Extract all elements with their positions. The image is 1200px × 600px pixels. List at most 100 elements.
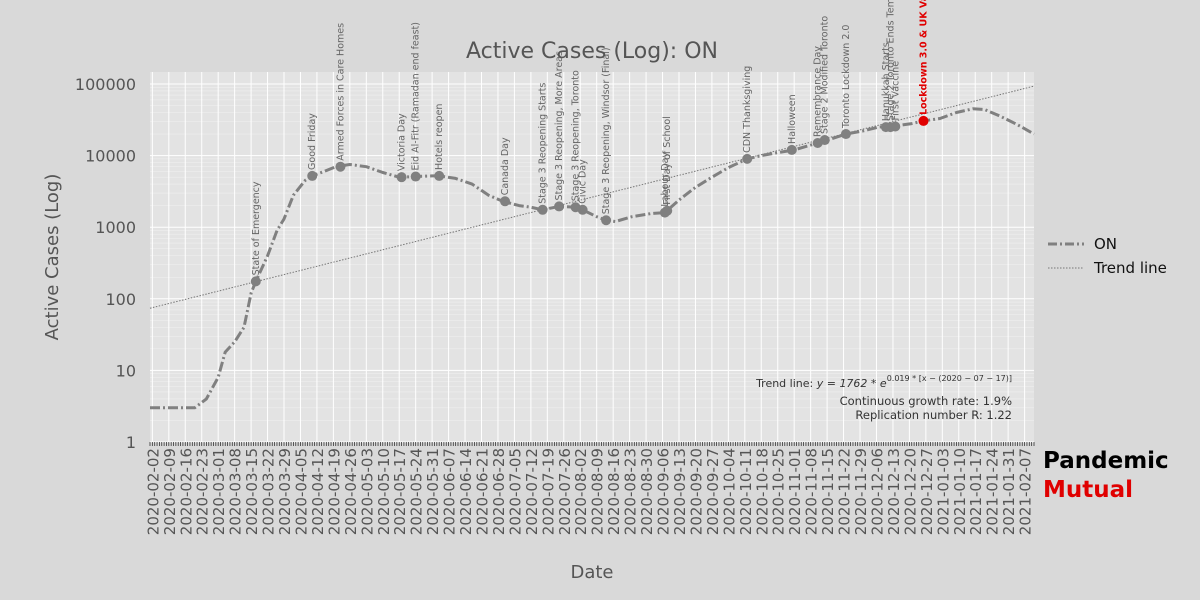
x-tick-label: 2020-09-06 <box>655 448 673 535</box>
x-tick-label: 2020-07-26 <box>556 448 574 535</box>
legend-label-on: ON <box>1094 235 1118 253</box>
x-tick-label: 2020-11-08 <box>803 448 821 535</box>
x-tick-label: 2020-02-09 <box>161 448 179 535</box>
x-tick-label: 2020-11-15 <box>819 448 837 535</box>
event-label: Labour Day <box>660 152 671 207</box>
x-tick-label: 2020-10-18 <box>753 448 771 535</box>
event-marker <box>662 205 673 216</box>
event-marker <box>410 171 421 182</box>
growth-rate: Continuous growth rate: 1.9% <box>840 394 1012 408</box>
grid <box>150 72 1034 443</box>
event-marker <box>554 201 565 212</box>
x-tick-label: 2020-06-14 <box>457 448 475 535</box>
event-label: Civic Day <box>578 159 589 204</box>
event-label: Armed Forces in Care Homes <box>335 23 346 161</box>
y-tick-label: 1 <box>126 433 136 452</box>
x-tick-label: 2020-03-22 <box>260 448 278 535</box>
x-tick-label: 2020-06-07 <box>441 448 459 535</box>
x-tick-label: 2020-05-03 <box>358 448 376 535</box>
event-label: State of Emergency <box>251 181 262 275</box>
x-tick-label: 2020-11-22 <box>836 448 854 535</box>
x-tick-label: 2021-02-07 <box>1017 448 1035 535</box>
event-marker <box>396 172 407 183</box>
x-tick-label: 2020-12-27 <box>918 448 936 535</box>
x-tick-label: 2020-03-15 <box>243 448 261 535</box>
y-tick-label: 100000 <box>75 75 136 94</box>
x-tick-label: 2020-06-28 <box>490 448 508 535</box>
event-label: Lockdown 3.0 & UK Variant <box>919 0 930 115</box>
legend: ON Trend line <box>1048 232 1167 280</box>
event-label: Stage 3 Reopening, Windsor (Final) <box>601 47 612 214</box>
x-tick-label: 2020-05-10 <box>375 448 393 535</box>
event-marker <box>885 122 896 133</box>
event-label: Hotels reopen <box>434 104 445 170</box>
x-tick-label: 2021-01-31 <box>1000 448 1018 535</box>
x-tick-label: 2020-02-02 <box>144 448 162 535</box>
event-marker <box>918 115 929 126</box>
on-series-line <box>150 107 1035 410</box>
event-label: Toronto Lockdown 2.0 <box>841 25 852 130</box>
event-label: Stage 2 Modified Toronto <box>820 16 831 134</box>
chart-title: Active Cases (Log): ON <box>466 39 718 64</box>
event-marker <box>250 276 261 287</box>
x-tick-label: 2020-09-13 <box>671 448 689 535</box>
x-tick-label: 2020-10-25 <box>770 448 788 535</box>
dotted-line-icon <box>1048 267 1084 269</box>
x-tick-label: 2020-04-12 <box>309 448 327 535</box>
x-tick-label: 2020-08-02 <box>572 448 590 535</box>
x-tick-label: 2020-05-31 <box>424 448 442 535</box>
axis-ticks: 1 10 100 1000 10000 100000 2020-02-022020-02-0… <box>75 75 1035 535</box>
event-label: First Day of School <box>662 116 673 205</box>
event-label: Stage 2 Toronto Ends Temp <box>886 0 897 121</box>
x-tick-label: 2020-04-26 <box>342 448 360 535</box>
x-tick-label: 2020-07-05 <box>506 448 524 535</box>
x-tick-label: 2021-01-17 <box>967 448 985 535</box>
x-tick-label: 2021-01-03 <box>934 448 952 535</box>
x-tick-label: 2020-10-11 <box>737 448 755 535</box>
x-tick-label: 2020-03-29 <box>276 448 294 535</box>
x-tick-label: 2020-08-30 <box>638 448 656 535</box>
event-marker <box>335 161 346 172</box>
y-tick-label: 10 <box>116 361 136 380</box>
brand-mutual: Mutual <box>1043 477 1134 503</box>
x-tick-label: 2020-12-06 <box>868 448 886 535</box>
x-tick-label: 2020-05-24 <box>408 448 426 535</box>
event-marker <box>786 144 797 155</box>
x-tick-label: 2020-11-01 <box>786 448 804 535</box>
x-tick-label: 2020-03-08 <box>227 448 245 535</box>
event-label: Stage 3 Reopening Starts <box>538 83 549 204</box>
on-series <box>150 107 1035 410</box>
event-marker <box>601 215 612 226</box>
trend-equation: Trend line: y = 1762 * e0.019 * [x − (20… <box>755 374 1012 390</box>
event-annotations: State of Emergency Good Friday Armed Force… <box>250 0 930 287</box>
y-tick-label: 100 <box>105 290 136 309</box>
x-axis-label: Date <box>570 562 613 583</box>
event-label: Good Friday <box>307 113 318 170</box>
event-marker <box>434 170 445 181</box>
brand-pandemic: Pandemic <box>1043 448 1169 474</box>
x-tick-label: 2020-10-04 <box>720 448 738 535</box>
event-label: Stage 3 Reopening, Toronto <box>571 70 582 201</box>
x-tick-label: 2021-01-10 <box>951 448 969 535</box>
event-marker <box>307 170 318 181</box>
x-tick-label: 2020-06-21 <box>474 448 492 535</box>
event-marker <box>500 196 511 207</box>
y-tick-label: 1000 <box>95 218 136 237</box>
event-label: Hanukkah Starts <box>881 42 892 121</box>
plot-area <box>150 72 1034 442</box>
legend-label-trend: Trend line <box>1094 259 1167 277</box>
event-marker <box>577 204 588 215</box>
event-marker <box>840 129 851 140</box>
x-tick-label: 2020-02-23 <box>194 448 212 535</box>
x-tick-label: 2020-08-16 <box>605 448 623 535</box>
x-tick-label: 2020-08-23 <box>622 448 640 535</box>
event-label: Halloween <box>787 94 798 144</box>
legend-item-on: ON <box>1048 232 1167 256</box>
x-tick-label: 2020-04-05 <box>292 448 310 535</box>
x-tick-label: 2020-12-20 <box>901 448 919 535</box>
y-axis-label: Active Cases (Log) <box>42 174 63 341</box>
event-label: CDN Thanksgiving <box>742 66 753 153</box>
x-tick-label: 2020-09-27 <box>704 448 722 535</box>
event-label: Remembrance Day <box>813 46 824 137</box>
